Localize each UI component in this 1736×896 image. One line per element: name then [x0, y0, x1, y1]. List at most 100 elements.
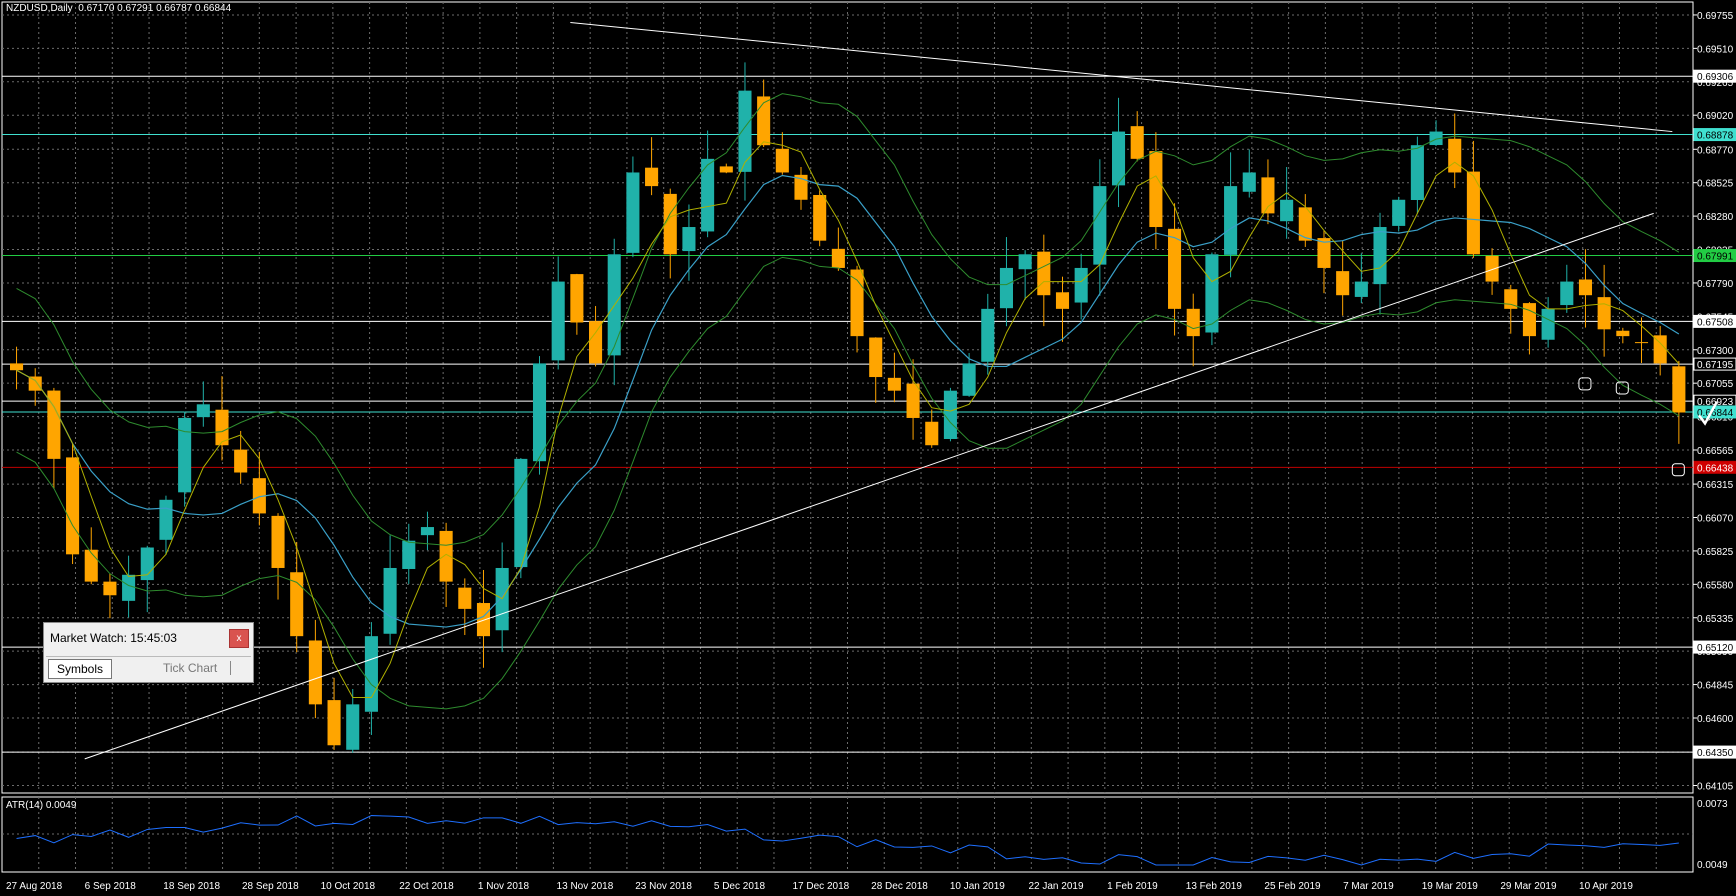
- candle-body: [1317, 238, 1331, 268]
- price-tick-label: 0.66070: [1697, 514, 1734, 525]
- ohlc-readout: 0.67170 0.67291 0.66787 0.66844: [78, 3, 232, 14]
- bollinger-lower: [16, 256, 1680, 710]
- time-axis-label: 28 Sep 2018: [242, 881, 299, 892]
- chart-header: NZDUSD,Daily 0.67170 0.67291 0.66787 0.6…: [6, 3, 231, 14]
- time-axis-label: 18 Sep 2018: [163, 881, 220, 892]
- candle-body: [757, 96, 771, 146]
- candle-body: [84, 549, 98, 582]
- time-axis-label: 10 Jan 2019: [950, 881, 1005, 892]
- candle-body: [813, 194, 827, 241]
- candle-body: [962, 363, 976, 396]
- candle-body: [831, 248, 845, 268]
- candle-body: [364, 636, 378, 712]
- price-level-value: 0.67991: [1697, 252, 1734, 263]
- candle-body: [1093, 186, 1107, 265]
- candle-body: [420, 527, 434, 536]
- time-axis-label: 7 Mar 2019: [1343, 881, 1394, 892]
- checkmark-icon: [1697, 400, 1719, 426]
- candle-body: [570, 274, 584, 323]
- candle-body: [66, 457, 80, 555]
- candle-body: [850, 269, 864, 337]
- bollinger-upper: [16, 93, 1680, 546]
- candle-body: [159, 499, 173, 540]
- price-level-tag: [1693, 249, 1736, 263]
- candle-body: [719, 166, 733, 173]
- time-axis-label: 29 Mar 2019: [1500, 881, 1557, 892]
- candle-body: [906, 383, 920, 418]
- time-axis-label: 23 Nov 2018: [635, 881, 692, 892]
- candle-body: [1429, 131, 1443, 146]
- candle-body: [645, 167, 659, 187]
- trendline[interactable]: [570, 21, 1673, 133]
- price-level-value: 0.66844: [1697, 408, 1734, 419]
- candle-body: [252, 478, 266, 514]
- candle-body: [1354, 281, 1368, 297]
- atr-label: ATR(14) 0.0049: [6, 800, 77, 811]
- candle-body: [1653, 335, 1667, 364]
- candle-body: [1037, 251, 1051, 296]
- candle-body: [1448, 138, 1462, 173]
- candle-body: [999, 267, 1013, 309]
- candle-body: [1242, 172, 1256, 192]
- time-axis-label: 1 Nov 2018: [478, 881, 530, 892]
- price-tick-label: 0.67300: [1697, 346, 1734, 357]
- candle-body: [1261, 177, 1275, 214]
- moving-average-fast: [16, 141, 1680, 699]
- market-watch-title: Market Watch: 15:45:03: [50, 631, 177, 645]
- price-tick-label: 0.68280: [1697, 212, 1734, 223]
- time-axis-label: 10 Apr 2019: [1579, 881, 1633, 892]
- trendline[interactable]: [84, 212, 1654, 760]
- candle-body: [122, 574, 136, 601]
- price-level-tag: [1693, 357, 1736, 371]
- candle-body: [514, 458, 528, 568]
- price-level-value: 0.64350: [1697, 748, 1734, 759]
- market-watch-window[interactable]: Market Watch: 15:45:03 x Symbols Tick Ch…: [43, 622, 254, 683]
- candle-body: [1410, 145, 1424, 200]
- candle-body: [215, 409, 229, 446]
- time-axis-label: 10 Oct 2018: [321, 881, 376, 892]
- candle-body: [738, 90, 752, 172]
- candle-body: [682, 227, 696, 252]
- candle-body: [1298, 207, 1312, 241]
- candle-body: [28, 376, 42, 391]
- price-tick-label: 0.64600: [1697, 714, 1734, 725]
- price-tick-label: 0.66565: [1697, 446, 1734, 457]
- tab-symbols[interactable]: Symbols: [48, 659, 113, 679]
- candle-body: [1541, 308, 1555, 340]
- candle-body: [1466, 171, 1480, 255]
- candle-body: [1672, 366, 1686, 413]
- candle-body: [308, 640, 322, 705]
- candle-body: [234, 449, 248, 473]
- tab-tick-chart[interactable]: Tick Chart: [163, 661, 218, 675]
- price-tick-label: 0.68770: [1697, 145, 1734, 156]
- candle-body: [925, 421, 939, 446]
- time-axis-label: 6 Sep 2018: [85, 881, 137, 892]
- price-level-value: 0.69306: [1697, 72, 1734, 83]
- candle-body: [47, 390, 61, 459]
- candle-body: [1522, 303, 1536, 337]
- candle-body: [551, 281, 565, 361]
- candle-body: [1055, 292, 1070, 309]
- market-watch-tabs: Symbols Tick Chart: [46, 656, 251, 679]
- candle-body: [1597, 297, 1611, 330]
- close-icon[interactable]: x: [229, 629, 249, 648]
- candle-body: [1373, 227, 1387, 285]
- price-level-tag: [1693, 640, 1736, 654]
- candle-body: [1224, 186, 1238, 255]
- price-tick-label: 0.65335: [1697, 614, 1734, 625]
- candle-body: [532, 363, 547, 462]
- candle-body: [383, 567, 397, 634]
- time-axis-label: 19 Mar 2019: [1422, 881, 1479, 892]
- candle-body: [626, 172, 640, 253]
- candle-body: [1074, 267, 1088, 303]
- hand-icon: [1578, 377, 1592, 391]
- price-tick-label: 0.64105: [1697, 781, 1734, 792]
- candle-body: [1111, 131, 1126, 186]
- price-level-tag: [1693, 128, 1736, 142]
- price-tick-label: 0.66315: [1697, 480, 1734, 491]
- candle-body: [1149, 151, 1163, 228]
- atr-axis-top: 0.0073: [1697, 799, 1728, 810]
- candle-body: [327, 700, 341, 746]
